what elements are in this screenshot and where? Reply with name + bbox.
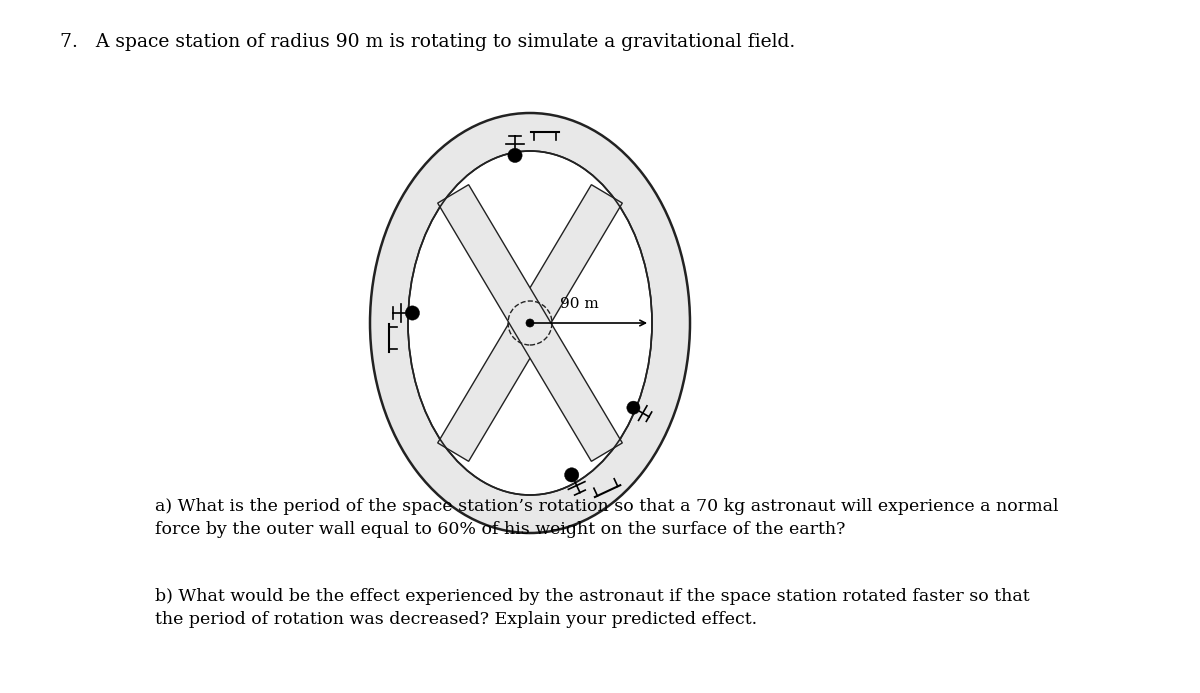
Text: a) What is the period of the space station’s rotation so that a 70 kg astronaut : a) What is the period of the space stati… (155, 498, 1058, 538)
Text: b) What would be the effect experienced by the astronaut if the space station ro: b) What would be the effect experienced … (155, 588, 1030, 629)
Circle shape (508, 148, 522, 163)
Polygon shape (438, 184, 623, 462)
Circle shape (564, 468, 578, 482)
Circle shape (626, 401, 640, 414)
Ellipse shape (408, 151, 652, 495)
Polygon shape (438, 184, 623, 462)
Text: 90 m: 90 m (560, 297, 599, 311)
Circle shape (526, 319, 534, 327)
FancyArrowPatch shape (533, 320, 646, 326)
Ellipse shape (370, 113, 690, 533)
Circle shape (406, 306, 420, 320)
Text: 7.   A space station of radius 90 m is rotating to simulate a gravitational fiel: 7. A space station of radius 90 m is rot… (60, 33, 796, 51)
